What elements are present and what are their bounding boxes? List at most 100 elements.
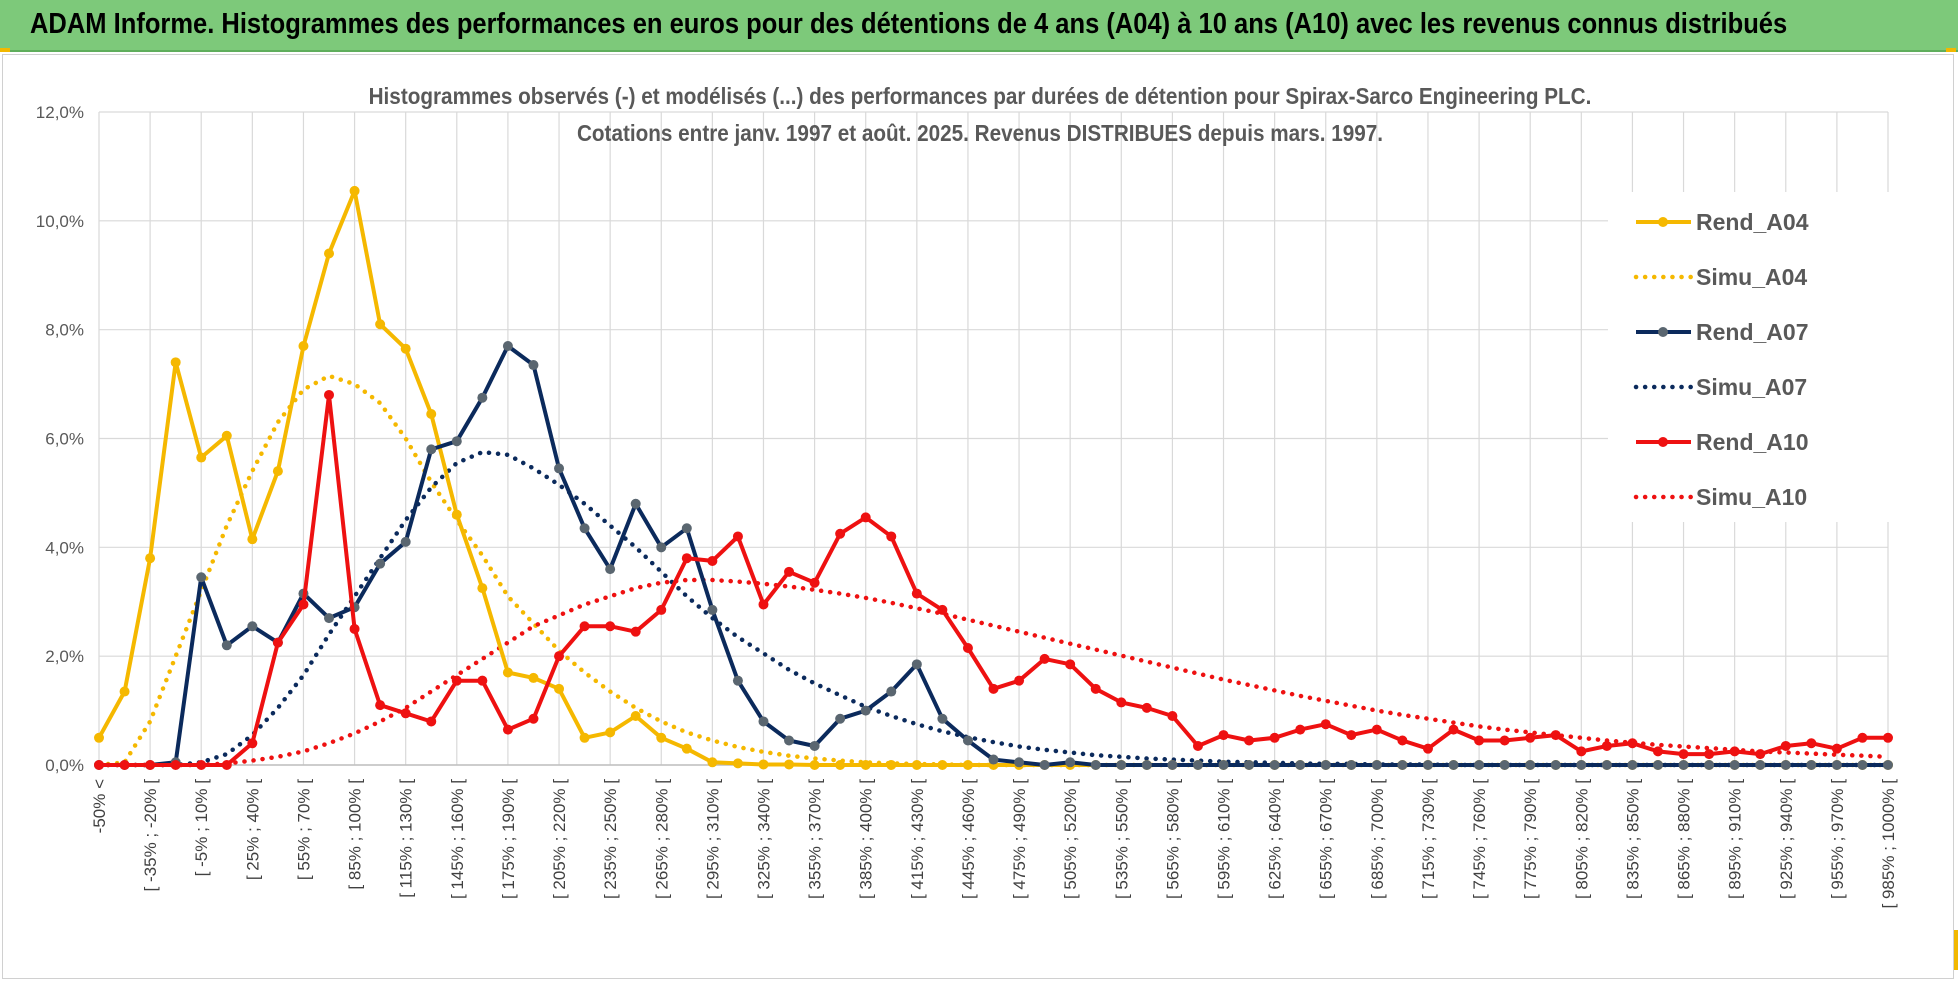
series-rend-a04-point <box>809 760 820 770</box>
series-rend-a07-point <box>1499 760 1510 770</box>
series-rend-a07-point <box>579 523 590 534</box>
legend-label: Rend_A10 <box>1696 429 1808 455</box>
series-rend-a10-point <box>1525 732 1536 743</box>
series-rend-a10-point <box>962 643 973 654</box>
series-rend-a10-point <box>1218 730 1229 741</box>
series-rend-a04-point <box>247 534 258 545</box>
series-rend-a04-point <box>962 760 973 770</box>
series-rend-a10-point <box>1678 749 1689 760</box>
legend-marker <box>1658 437 1668 447</box>
series-rend-a07-point <box>221 640 232 651</box>
series-rend-a10-point <box>1857 732 1868 743</box>
series-simu-a07-line <box>96 449 1891 768</box>
series-rend-a04-point <box>375 319 386 330</box>
series-rend-a04-point <box>528 672 539 683</box>
series-rend-a07-point <box>1448 760 1459 770</box>
series-rend-a07-point <box>886 686 897 697</box>
series-rend-a10-point <box>528 713 539 724</box>
series-rend-a10-point <box>758 599 769 610</box>
series-rend-a04-point <box>707 757 718 768</box>
series-rend-a10-point <box>451 675 462 686</box>
series-rend-a07-point <box>1192 760 1203 770</box>
x-tick-label: [ 565% ; 580% [ <box>1163 779 1182 899</box>
series-rend-a10-point <box>1704 749 1715 760</box>
series-rend-a10-point <box>1755 749 1766 760</box>
series-rend-a10-point <box>1422 743 1433 754</box>
series-rend-a10-point <box>1499 735 1510 746</box>
series-rend-a07-point <box>1652 760 1663 770</box>
series-rend-a07-point <box>400 536 411 547</box>
x-tick-label: [ 235% ; 250% [ <box>601 779 620 899</box>
series-rend-a07-point <box>426 444 437 455</box>
series-rend-a10-point <box>375 700 386 711</box>
series-rend-a04-point <box>758 759 769 770</box>
series-rend-a10-point <box>1141 702 1152 713</box>
series-rend-a07-point <box>1806 760 1817 770</box>
chart-title-line-2: Cotations entre janv. 1997 et août. 2025… <box>576 120 1384 146</box>
series-rend-a07-point <box>1167 760 1178 770</box>
series-rend-a10-point <box>1346 730 1357 741</box>
x-tick-label: [ 775% ; 790% [ <box>1521 779 1540 899</box>
series-rend-a04-point <box>298 340 309 351</box>
x-tick-label: [ 655% ; 670% [ <box>1317 779 1336 899</box>
series-rend-a10-point <box>579 621 590 632</box>
series-rend-a04-point <box>221 430 232 441</box>
x-tick-label: [ 115% ; 130% [ <box>397 779 416 898</box>
x-tick-label: [ 835% ; 850% [ <box>1623 779 1642 899</box>
series-rend-a07-point <box>1065 757 1076 768</box>
series-rend-a10-point <box>656 604 667 615</box>
series-rend-a10-point <box>1550 730 1561 741</box>
series-rend-a10-point <box>94 760 104 770</box>
x-tick-label: [ 205% ; 220% [ <box>550 779 569 899</box>
corner-mark-top-left <box>0 48 10 52</box>
y-tick-label: 4,0% <box>45 538 84 557</box>
report-banner: ADAM Informe. Histogrammes des performan… <box>0 0 1958 52</box>
series-rend-a10-point <box>1780 740 1791 751</box>
x-tick-label: [ 55% ; 70% [ <box>294 779 313 880</box>
series-rend-a04-point <box>911 760 922 770</box>
series-rend-a10-point <box>937 604 948 615</box>
legend-label: Simu_A07 <box>1696 374 1807 400</box>
series-rend-a04-point <box>145 553 156 564</box>
series-rend-a07-point <box>477 392 488 403</box>
x-tick-label: [ 625% ; 640% [ <box>1266 779 1285 899</box>
chart-title-line-1: Histogrammes observés (-) et modélisés (… <box>368 83 1592 109</box>
series-rend-a04-point <box>784 759 795 770</box>
series-rend-a07-point <box>1474 760 1485 770</box>
series-rend-a10-point <box>145 760 156 770</box>
x-tick-label: [ 745% ; 760% [ <box>1470 779 1489 899</box>
series-rend-a10-point <box>1474 735 1485 746</box>
x-tick-label: [ 175% ; 190% [ <box>499 779 518 899</box>
x-tick-label: [ 295% ; 310% [ <box>703 779 722 899</box>
series-rend-a07-point <box>1422 760 1433 770</box>
series-rend-a10-point <box>1295 724 1306 735</box>
series-rend-a10-point <box>221 760 232 770</box>
series-rend-a07-point <box>835 713 846 724</box>
series-rend-a10-point <box>886 531 897 542</box>
chart-title: Histogrammes observés (-) et modélisés (… <box>180 78 1780 152</box>
series-rend-a07-point <box>1244 760 1255 770</box>
x-tick-label: [ 355% ; 370% [ <box>806 779 825 899</box>
series-rend-a10-point <box>247 738 258 749</box>
series-rend-a04-point <box>886 760 897 770</box>
series-rend-a10-point <box>196 760 207 770</box>
series-rend-a07-point <box>1780 760 1791 770</box>
y-tick-label: 0,0% <box>45 756 84 775</box>
series-rend-a10-point <box>1806 738 1817 749</box>
series-rend-a10-point <box>1039 653 1050 664</box>
series-rend-a07-point <box>630 498 641 509</box>
series-rend-a10-point <box>1014 675 1025 686</box>
series-rend-a07-point <box>937 713 948 724</box>
x-tick-label: [ 145% ; 160% [ <box>448 779 467 899</box>
series-rend-a10-point <box>1627 738 1638 749</box>
series-rend-a07-point <box>1116 760 1127 770</box>
series-rend-a10-point <box>272 637 283 648</box>
series-rend-a07-point <box>707 604 718 615</box>
series-rend-a10-point <box>400 708 411 719</box>
series-rend-a07-point <box>1729 760 1740 770</box>
x-tick-label: [ 505% ; 520% [ <box>1061 779 1080 899</box>
series-rend-a07-point <box>247 621 258 632</box>
series-rend-a10-point <box>1576 746 1587 757</box>
chart-legend: Rend_A04 Simu_A04 Rend_A07 Simu_A07 Rend_A10… <box>1608 192 1898 522</box>
